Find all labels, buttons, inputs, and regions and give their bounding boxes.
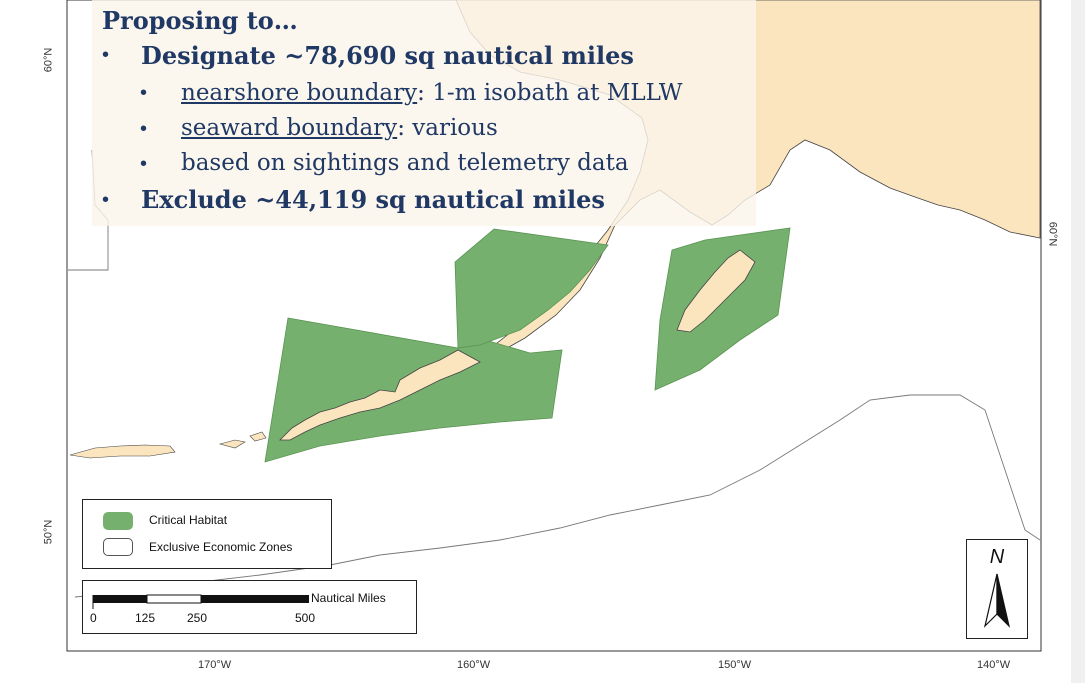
overlay-item-seaward: seaward boundary: various (181, 115, 498, 141)
map-legend: Critical Habitat Exclusive Economic Zone… (82, 499, 332, 569)
x-tick-170w: 170°W (198, 659, 232, 671)
critical-habitat-kodiak (654, 227, 791, 391)
seaward-rest: : various (397, 115, 498, 141)
x-tick-150w: 150°W (718, 659, 752, 671)
lat-tick-60n-right: 60°N (1046, 221, 1059, 247)
overlay-item-nearshore: nearshore boundary: 1-m isobath at MLLW (181, 80, 683, 106)
side-scroll-panel (1071, 0, 1085, 683)
nearshore-rest: : 1-m isobath at MLLW (417, 80, 683, 106)
bullet-2: • (140, 82, 148, 104)
overlay-item-exclude: Exclude ~44,119 sq nautical miles (141, 185, 605, 214)
legend-swatch-eez (103, 538, 133, 556)
critical-habitat-north (454, 228, 609, 349)
seaward-underline: seaward boundary (181, 115, 398, 141)
legend-swatch-habitat (103, 512, 133, 530)
north-letter: N (989, 546, 1005, 568)
bullet-3: • (140, 118, 148, 140)
bullet-4: • (140, 153, 148, 175)
bullet-5: • (102, 189, 110, 211)
overlay-item-designate: Designate ~78,690 sq nautical miles (141, 41, 634, 70)
scale-bar: Nautical Miles 0 125 250 500 (82, 580, 417, 634)
lat-tick-50n-left: 50°N (42, 519, 55, 545)
north-arrow-icon (983, 573, 1011, 628)
eez-boundary-south (74, 394, 1041, 598)
x-tick-160w: 160°W (457, 659, 491, 671)
scale-tick-125: 125 (135, 611, 156, 625)
north-arrow: N (966, 539, 1028, 639)
scale-bar-graphic (92, 594, 309, 609)
proposal-overlay: Proposing to… • Designate ~78,690 sq nau… (92, 0, 756, 226)
x-tick-140w: 140°W (977, 659, 1011, 671)
bullet-1: • (102, 44, 110, 66)
legend-label-eez: Exclusive Economic Zones (149, 540, 293, 554)
scale-tick-250: 250 (187, 611, 208, 625)
overlay-heading: Proposing to… (102, 6, 298, 35)
scale-unit-label: Nautical Miles (311, 591, 386, 605)
overlay-item-sightings: based on sightings and telemetry data (181, 150, 629, 176)
legend-label-habitat: Critical Habitat (149, 513, 228, 527)
scale-tick-500: 500 (295, 611, 316, 625)
scale-tick-0: 0 (90, 611, 97, 625)
western-islets (69, 444, 176, 459)
nearshore-underline: nearshore boundary (181, 80, 418, 106)
lat-tick-60n-left: 60°N (42, 47, 55, 73)
